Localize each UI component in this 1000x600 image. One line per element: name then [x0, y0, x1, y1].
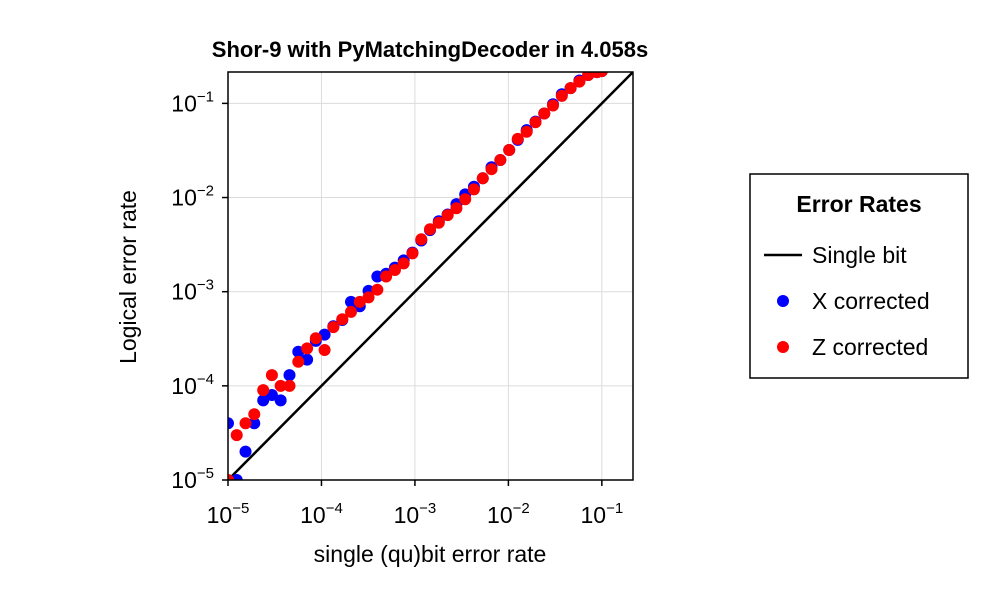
- point-z-corrected: [327, 321, 340, 334]
- axis-ticks: 10−5 10−4 10−3 10−2 10−1 10−5 10−4 10−3 10−2 10−1: [171, 88, 623, 528]
- x-axis-label: single (qu)bit error rate: [314, 541, 547, 567]
- legend-swatch-x-corrected: [777, 295, 789, 307]
- point-z-corrected: [511, 132, 524, 145]
- point-x-corrected: [248, 417, 261, 430]
- legend-title: Error Rates: [796, 191, 921, 217]
- plot-lines: [228, 72, 633, 480]
- point-z-corrected: [292, 355, 305, 368]
- y-tick-label: 10−2: [171, 183, 214, 211]
- point-z-corrected: [432, 216, 445, 229]
- point-z-corrected: [450, 202, 463, 215]
- point-z-corrected: [546, 99, 559, 112]
- point-z-corrected: [520, 125, 533, 138]
- point-x-corrected: [274, 394, 287, 407]
- point-z-corrected: [503, 143, 516, 156]
- point-z-corrected: [388, 263, 401, 276]
- x-tick-label: 10−5: [207, 500, 250, 528]
- x-tick-label: 10−3: [394, 500, 437, 528]
- point-z-corrected: [230, 429, 243, 442]
- point-z-corrected: [529, 116, 542, 129]
- point-z-corrected: [555, 89, 568, 102]
- point-z-corrected: [248, 408, 261, 421]
- point-z-corrected: [467, 183, 480, 196]
- point-z-corrected: [424, 223, 437, 236]
- point-z-corrected: [441, 209, 454, 222]
- y-axis-label: Logical error rate: [115, 190, 141, 364]
- point-x-corrected: [228, 417, 234, 430]
- point-z-corrected: [494, 154, 507, 167]
- y-tick-label: 10−1: [171, 88, 214, 116]
- legend-swatch-z-corrected: [777, 341, 789, 353]
- y-tick-label: 10−3: [171, 277, 214, 305]
- point-z-corrected: [564, 82, 577, 95]
- point-z-corrected: [283, 379, 296, 392]
- point-z-corrected: [573, 75, 586, 88]
- point-z-corrected: [415, 233, 428, 246]
- point-z-corrected: [301, 342, 314, 355]
- point-z-corrected: [538, 107, 551, 120]
- legend-label-z-corrected: Z corrected: [812, 334, 928, 360]
- point-z-corrected: [380, 270, 393, 283]
- point-x-corrected: [283, 369, 296, 382]
- point-z-corrected: [459, 193, 472, 206]
- point-z-corrected: [371, 283, 384, 296]
- point-z-corrected: [582, 72, 595, 82]
- point-x-corrected: [239, 445, 252, 458]
- point-z-corrected: [309, 332, 322, 345]
- point-z-corrected: [228, 474, 234, 480]
- chart-title: Shor-9 with PyMatchingDecoder in 4.058s: [212, 37, 648, 62]
- point-z-corrected: [485, 163, 498, 176]
- plot-points: [228, 72, 608, 480]
- x-tick-label: 10−1: [581, 500, 624, 528]
- point-z-corrected: [406, 247, 419, 260]
- plot-frame: [227, 71, 634, 481]
- y-tick-label: 10−5: [171, 465, 214, 493]
- point-z-corrected: [476, 172, 489, 185]
- point-z-corrected: [265, 369, 278, 382]
- x-tick-label: 10−2: [487, 500, 530, 528]
- legend-label-x-corrected: X corrected: [812, 288, 930, 314]
- point-x-corrected: [257, 394, 270, 407]
- point-z-corrected: [274, 379, 287, 392]
- legend-label-single-bit: Single bit: [812, 242, 907, 268]
- point-z-corrected: [345, 305, 357, 318]
- point-z-corrected: [595, 72, 608, 78]
- point-z-corrected: [239, 417, 252, 430]
- y-tick-label: 10−4: [171, 371, 214, 399]
- point-z-corrected: [362, 291, 375, 304]
- point-z-corrected: [257, 384, 270, 397]
- point-z-corrected: [397, 257, 410, 270]
- legend: Error Rates Single bit X corrected Z cor…: [749, 173, 969, 379]
- point-z-corrected: [318, 344, 331, 357]
- point-z-corrected: [336, 313, 349, 326]
- series-line-single-bit: [228, 72, 633, 480]
- x-tick-label: 10−4: [300, 500, 343, 528]
